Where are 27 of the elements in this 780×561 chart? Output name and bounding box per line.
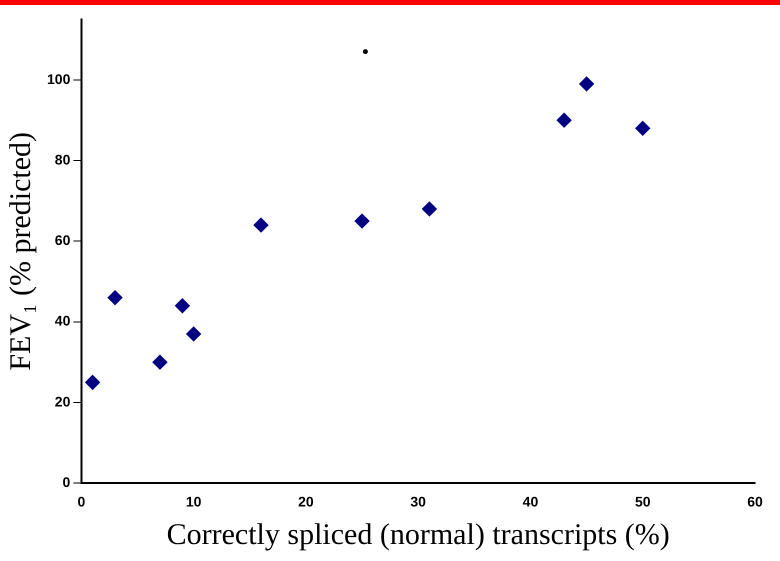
y-tick-label: 20 <box>54 393 71 410</box>
x-axis-title: Correctly spliced (normal) transcripts (%) <box>166 518 670 551</box>
point <box>362 49 368 54</box>
point <box>174 298 190 314</box>
point <box>152 354 168 370</box>
x-tick-label: 30 <box>410 493 426 510</box>
y-tick-label: 0 <box>62 474 71 490</box>
point <box>253 218 268 233</box>
y-tick-label: 40 <box>54 312 71 329</box>
y-axis-title: FEV₁ (% predicted) <box>4 132 37 371</box>
y-tick-label: 60 <box>54 232 71 248</box>
x-tick-label: 0 <box>77 493 86 510</box>
point <box>556 112 572 128</box>
point <box>422 201 437 216</box>
point <box>354 214 370 229</box>
y-tick-label: 100 <box>47 70 71 87</box>
point <box>579 76 594 92</box>
x-tick-label: 20 <box>298 493 314 510</box>
point <box>635 120 650 136</box>
point <box>85 374 100 390</box>
point <box>186 326 202 342</box>
x-tick-label: 60 <box>747 493 763 510</box>
x-tick-label: 10 <box>186 493 202 510</box>
x-tick-label: 40 <box>522 493 538 510</box>
x-tick-label: 50 <box>634 493 651 510</box>
y-tick-label: 80 <box>54 151 71 168</box>
point <box>108 290 123 306</box>
